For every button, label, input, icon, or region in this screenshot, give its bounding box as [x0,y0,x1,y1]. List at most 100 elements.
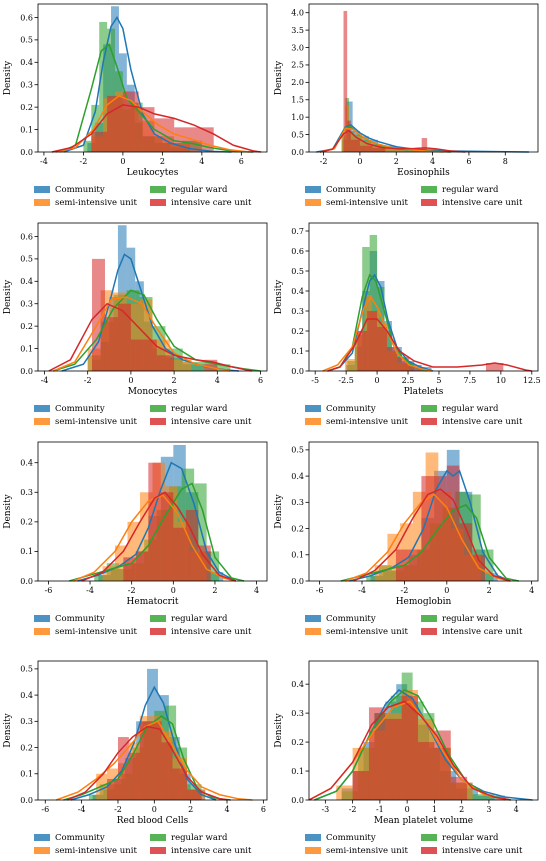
legend: Community regular ward semi-intensive unit… [305,185,523,208]
histogram-bar [421,476,435,581]
histogram-bar [130,339,144,371]
y-tick-label: 0.2 [291,327,304,336]
axes-frame [37,3,268,153]
legend-swatch [421,628,437,635]
plot-area [48,225,261,372]
x-ticks: -4 -2 0 2 4 6 [40,152,244,166]
x-tick-label: -4 [40,157,48,166]
y-tick-label: 0.6 [20,232,33,241]
legend-label: regular ward [442,404,499,414]
legend-item-semi_intensive: semi-intensive unit [305,846,408,856]
x-tick-label: 7.5 [464,376,477,385]
y-tick-label: 0.0 [20,148,33,157]
y-tick-label: 0.5 [291,267,304,276]
kde-line-intensive_care [48,302,253,372]
x-axis-label: Hematocrit [127,597,179,607]
x-tick-label: -2.5 [338,376,353,385]
legend-item-regular_ward: regular ward [421,185,499,195]
histogram-intensive_care [343,10,428,152]
legend-swatch [34,615,50,622]
x-tick-label: 0 [128,376,133,385]
legend-swatch [421,199,437,206]
x-tick-label: -4 [78,805,86,814]
x-ticks: -5 -2.5 0 2.5 5 7.5 10 12.5 [311,371,541,385]
y-tick-label: 2.0 [291,78,304,87]
axes-frame [308,660,539,801]
y-ticks: 0.0 0.1 0.2 0.3 0.4 0.5 0.6 [20,232,38,376]
legend-label: Community [55,185,105,195]
plot-area [55,668,253,801]
histogram-bar [88,794,100,800]
legend-label: regular ward [442,614,499,624]
y-tick-label: 0.2 [20,743,33,752]
legend-item-community: Community [305,614,376,624]
histogram-bar [123,557,136,581]
plot-area [322,235,532,372]
y-tick-label: 0.3 [20,717,33,726]
y-tick-label: 0.6 [291,247,304,256]
x-axis-label: Hemoglobin [396,597,452,607]
histogram-intensive_care [352,695,468,800]
histogram-bar [367,311,378,371]
x-tick-label: -2 [114,805,122,814]
y-tick-label: 4.0 [291,9,304,18]
legend-item-community: Community [305,185,376,195]
legend-label: semi-intensive unit [326,627,408,637]
legend-label: semi-intensive unit [326,198,408,208]
x-axis-label: Red blood Cells [117,816,189,826]
panel-monocytes: -4 -2 0 2 4 6 0.0 0.1 0.2 0.3 0.4 0.5 0.6 Monocytes De… [3,222,268,427]
legend-item-community: Community [34,404,105,414]
kde-line-intensive_care [81,491,237,582]
x-tick-label: 0 [444,586,449,595]
histogram-bar [387,147,406,152]
legend-swatch [150,847,166,854]
histogram-bar [372,147,386,152]
histogram-bar [377,327,387,371]
x-tick-label: -2 [84,376,92,385]
legend-item-regular_ward: regular ward [421,404,499,414]
y-tick-label: 0.3 [20,300,33,309]
x-tick-label: 10 [496,376,506,385]
legend-item-intensive_care: intensive care unit [421,198,523,208]
x-tick-label: -1 [376,805,384,814]
x-tick-label: 4 [224,805,229,814]
y-tick-label: 3.5 [291,26,304,35]
x-ticks: -6 -4 -2 0 2 4 [45,581,259,595]
y-axis-label: Density [3,279,13,314]
kde-line-semi_intensive [73,494,236,582]
x-tick-label: 2 [394,157,399,166]
x-tick-label: 0 [152,805,157,814]
kde-line-regular_ward [314,689,511,801]
legend-item-regular_ward: regular ward [150,404,228,414]
x-tick-label: 1 [432,805,437,814]
legend-swatch [305,615,321,622]
legend-swatch [305,405,321,412]
histogram-bar [459,523,473,581]
y-tick-label: 0.0 [20,796,33,805]
legend-item-semi_intensive: semi-intensive unit [34,417,137,427]
histogram-bar [128,752,140,800]
panel-hematocrit: -6 -4 -2 0 2 4 0.0 0.1 0.2 0.3 0.4 Hematocrit Densit… [3,441,268,637]
panel-hemoglobin: -6 -4 -2 0 2 4 0.0 0.1 0.2 0.3 0.4 0.5 Hemoglobin Den… [274,441,539,637]
legend: Community regular ward semi-intensive unit… [305,404,523,427]
legend-swatch [34,199,50,206]
legend-swatch [150,834,166,841]
kde-line-intensive_care [327,318,532,372]
legend-label: regular ward [171,185,228,195]
x-ticks: -4 -2 0 2 4 6 [41,371,263,385]
histogram-bar [187,789,202,800]
x-tick-label: 4 [254,586,259,595]
legend-item-semi_intensive: semi-intensive unit [305,198,408,208]
y-tick-label: 0.5 [291,130,304,139]
legend-swatch [421,186,437,193]
kde-line-intensive_care [66,725,231,801]
y-tick-label: 0.1 [20,125,33,134]
x-tick-label: 2 [188,805,193,814]
x-tick-label: -6 [45,586,53,595]
legend: Community regular ward semi-intensive unit… [305,833,523,856]
x-ticks: -6 -4 -2 0 2 4 6 [41,800,266,814]
legend-item-semi_intensive: semi-intensive unit [34,627,137,637]
legend-item-intensive_care: intensive care unit [150,846,252,856]
x-tick-label: 5 [436,376,441,385]
y-tick-label: 0.2 [291,738,304,747]
